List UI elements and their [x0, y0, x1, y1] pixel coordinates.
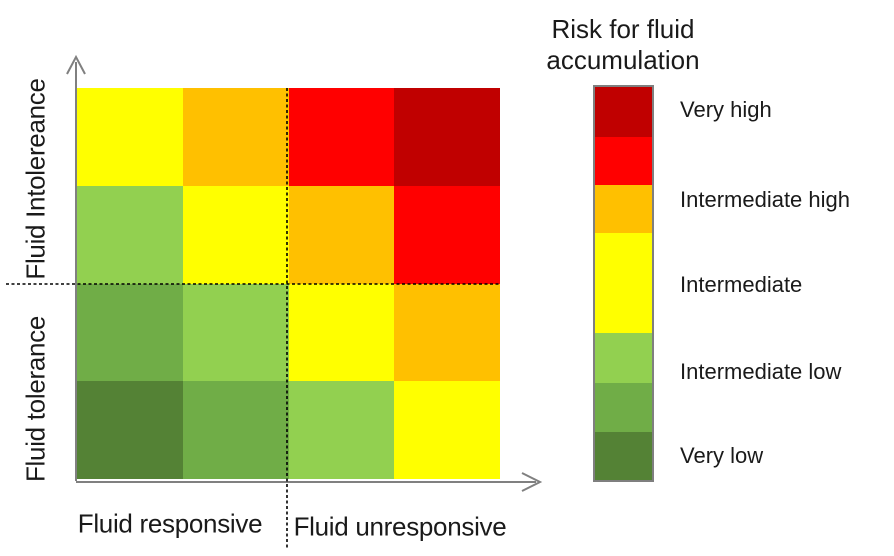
legend-title: Risk for fluid accumulation [500, 14, 746, 76]
legend-segment-2 [595, 137, 652, 185]
legend-segment-4 [595, 233, 652, 333]
legend-segment-6 [595, 383, 652, 432]
matrix-cell-r3c2 [182, 283, 289, 382]
y-axis-label-bottom: Fluid tolerance [20, 315, 51, 483]
matrix-cell-r2c1 [77, 185, 183, 284]
legend-label-intermediate: Intermediate [680, 272, 803, 297]
matrix-cell-r3c3 [288, 283, 395, 382]
legend-label-very-low: Very low [680, 443, 764, 468]
matrix-cell-r1c2 [182, 88, 289, 186]
matrix-cell-r1c4 [394, 88, 500, 186]
legend-segment-1 [595, 87, 652, 137]
legend-segment-3 [595, 185, 652, 233]
legend-segment-7 [595, 432, 652, 480]
matrix-cell-r4c1 [77, 381, 183, 479]
legend-segment-5 [595, 333, 652, 383]
legend-title-line1: Risk for fluid [551, 14, 695, 44]
matrix-cell-r4c4 [394, 381, 500, 479]
matrix-cell-r2c3 [288, 185, 395, 284]
x-axis-label-right: Fluid unresponsive [293, 511, 507, 542]
matrix-cell-r2c2 [182, 185, 289, 284]
legend-title-line2: accumulation [546, 45, 700, 75]
matrix-cell-r2c4 [394, 185, 500, 284]
matrix-cell-r4c3 [288, 381, 395, 479]
y-axis-label-top: Fluid Intolereance [20, 78, 51, 280]
matrix-cell-r3c4 [394, 283, 500, 382]
matrix-cell-r4c2 [182, 381, 289, 479]
risk-matrix-grid [77, 88, 500, 479]
legend-label-intermediate-high: Intermediate high [680, 187, 850, 212]
legend-label-very-high: Very high [680, 97, 772, 122]
y-axis-arrowhead-icon [66, 54, 86, 75]
matrix-cell-r1c1 [77, 88, 183, 186]
legend-colorbar [593, 85, 654, 482]
matrix-cell-r1c3 [288, 88, 395, 186]
matrix-cell-r3c1 [77, 283, 183, 382]
legend-label-intermediate-low: Intermediate low [680, 359, 842, 384]
x-axis-arrowhead-icon [521, 472, 543, 492]
x-axis-label-left: Fluid responsive [77, 508, 263, 539]
